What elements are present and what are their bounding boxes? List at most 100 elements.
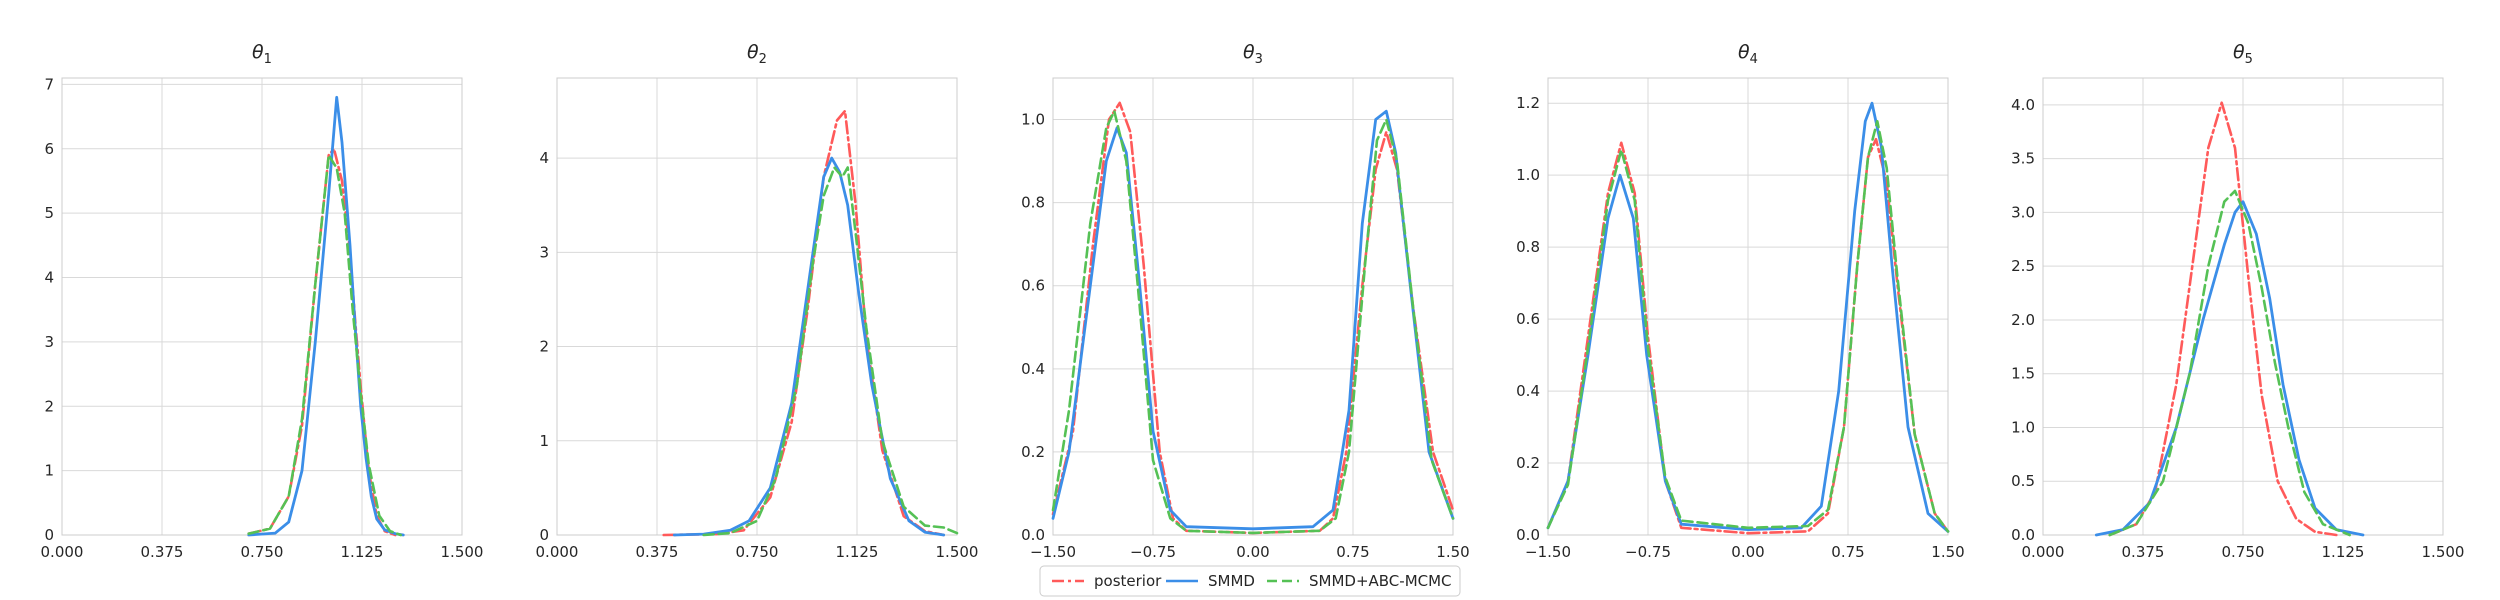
legend-box [1039, 565, 1461, 597]
y-tick-label: 1.0 [1021, 111, 1045, 129]
plot-frame [1052, 77, 1454, 536]
chart-panel-2: 0 1 2 3 4 0.000 0.375 0.750 1.125 1.500 θ2 [536, 41, 979, 561]
y-tick-label: 6 [44, 140, 54, 158]
plot-frame [556, 77, 958, 536]
x-tick-label: −0.75 [1625, 543, 1671, 561]
plot-frame [1547, 77, 1949, 536]
x-tick-label: 0.000 [41, 543, 84, 561]
panel-title: θ4 [1738, 41, 1758, 67]
panel-title-subscript: 5 [2245, 52, 2253, 67]
y-tick-label: 1.2 [1516, 94, 1540, 112]
series-line-smmd [672, 156, 946, 537]
panel-title: θ1 [252, 41, 272, 67]
y-tick-label: 5 [44, 204, 54, 222]
series-line-abc [2108, 189, 2351, 537]
chart-panel-4: 0.0 0.2 0.4 0.6 0.8 1.0 1.2 −1.50 −0.75 0.00 0.75 1… [1516, 41, 1965, 561]
y-tick-label: 7 [44, 75, 54, 93]
y-tick-label: 0.5 [2011, 472, 2035, 490]
y-tick-label: 3.5 [2011, 150, 2035, 168]
x-tick-label: 0.00 [1236, 543, 1269, 561]
x-tick-label: 1.50 [1931, 543, 1964, 561]
series-line-smmd [1546, 101, 1950, 533]
x-tick-label: 0.00 [1731, 543, 1764, 561]
panel-title-symbol: θ [2233, 41, 2245, 63]
x-tick-label: 0.375 [2122, 543, 2165, 561]
plot-frame [2042, 77, 2444, 536]
y-tick-label: 0.0 [2011, 526, 2035, 544]
series-line-abc [1546, 119, 1950, 533]
series-line-abc [247, 153, 403, 537]
y-tick-label: 0.4 [1516, 382, 1540, 400]
y-tick-label: 3.0 [2011, 203, 2035, 221]
x-tick-label: −1.50 [1030, 543, 1076, 561]
series-line-smmd [2094, 200, 2365, 537]
x-tick-label: −0.75 [1130, 543, 1176, 561]
y-tick-label: 0.8 [1516, 238, 1540, 256]
y-tick-label: 0.0 [1516, 526, 1540, 544]
y-tick-label: 1.0 [1516, 166, 1540, 184]
y-tick-label: 0 [539, 526, 549, 544]
x-tick-label: 0.75 [1336, 543, 1369, 561]
panel-title-symbol: θ [1243, 41, 1255, 63]
x-tick-label: −1.50 [1525, 543, 1571, 561]
x-tick-label: 1.50 [1436, 543, 1469, 561]
legend: posterior SMMD SMMD+ABC-MCMC [1039, 565, 1461, 597]
panel-title-symbol: θ [1738, 41, 1750, 63]
y-tick-label: 2.5 [2011, 257, 2035, 275]
panel-title: θ2 [747, 41, 767, 67]
y-tick-label: 4 [44, 269, 54, 287]
y-tick-label: 0 [44, 526, 54, 544]
y-tick-label: 3 [539, 243, 549, 261]
x-tick-label: 1.125 [836, 543, 879, 561]
panel-title-subscript: 1 [264, 52, 272, 67]
panel-title-symbol: θ [252, 41, 264, 63]
series-line-posterior [1546, 137, 1950, 535]
series-line-abc [702, 166, 959, 537]
y-tick-label: 2 [44, 397, 54, 415]
y-tick-label: 0.2 [1516, 454, 1540, 472]
y-tick-label: 0.6 [1516, 310, 1540, 328]
x-tick-label: 1.125 [341, 543, 384, 561]
y-tick-label: 0.8 [1021, 194, 1045, 212]
x-tick-label: 0.750 [2222, 543, 2265, 561]
panel-title-subscript: 4 [1750, 52, 1758, 67]
x-tick-label: 1.500 [441, 543, 484, 561]
y-tick-label: 0.2 [1021, 443, 1045, 461]
x-tick-label: 0.000 [536, 543, 579, 561]
x-tick-label: 0.000 [2022, 543, 2065, 561]
y-tick-label: 1.0 [2011, 418, 2035, 436]
x-tick-label: 0.75 [1831, 543, 1864, 561]
series-line-posterior [247, 147, 397, 537]
legend-label-posterior: posterior [1094, 572, 1162, 590]
x-tick-label: 1.500 [2422, 543, 2465, 561]
y-tick-label: 3 [44, 333, 54, 351]
legend-label-abc: SMMD+ABC-MCMC [1309, 572, 1452, 590]
x-tick-label: 0.750 [736, 543, 779, 561]
y-tick-label: 4 [539, 149, 549, 167]
panel-title: θ3 [1243, 41, 1263, 67]
y-tick-label: 0.4 [1021, 360, 1045, 378]
x-tick-label: 1.500 [936, 543, 979, 561]
y-tick-label: 1 [539, 432, 549, 450]
y-tick-label: 2 [539, 338, 549, 356]
y-tick-label: 0.6 [1021, 277, 1045, 295]
x-tick-label: 1.125 [2322, 543, 2365, 561]
y-tick-label: 1.5 [2011, 365, 2035, 383]
legend-label-smmd: SMMD [1208, 572, 1255, 590]
x-tick-label: 0.375 [141, 543, 184, 561]
y-tick-label: 4.0 [2011, 96, 2035, 114]
chart-panel-5: 0.0 0.5 1.0 1.5 2.0 2.5 3.0 3.5 4.0 0.000 0.375 0.7… [2011, 41, 2464, 561]
y-tick-label: 1 [44, 462, 54, 480]
panel-title-symbol: θ [747, 41, 759, 63]
y-tick-label: 2.0 [2011, 311, 2035, 329]
chart-panel-3: 0.0 0.2 0.4 0.6 0.8 1.0 −1.50 −0.75 0.00 0.75 1.50… [1021, 41, 1470, 561]
panel-title-subscript: 3 [1255, 52, 1263, 67]
panel-title: θ5 [2233, 41, 2253, 67]
x-tick-label: 0.375 [636, 543, 679, 561]
x-tick-label: 0.750 [241, 543, 284, 561]
y-tick-label: 0.0 [1021, 526, 1045, 544]
series-line-smmd [247, 95, 405, 537]
